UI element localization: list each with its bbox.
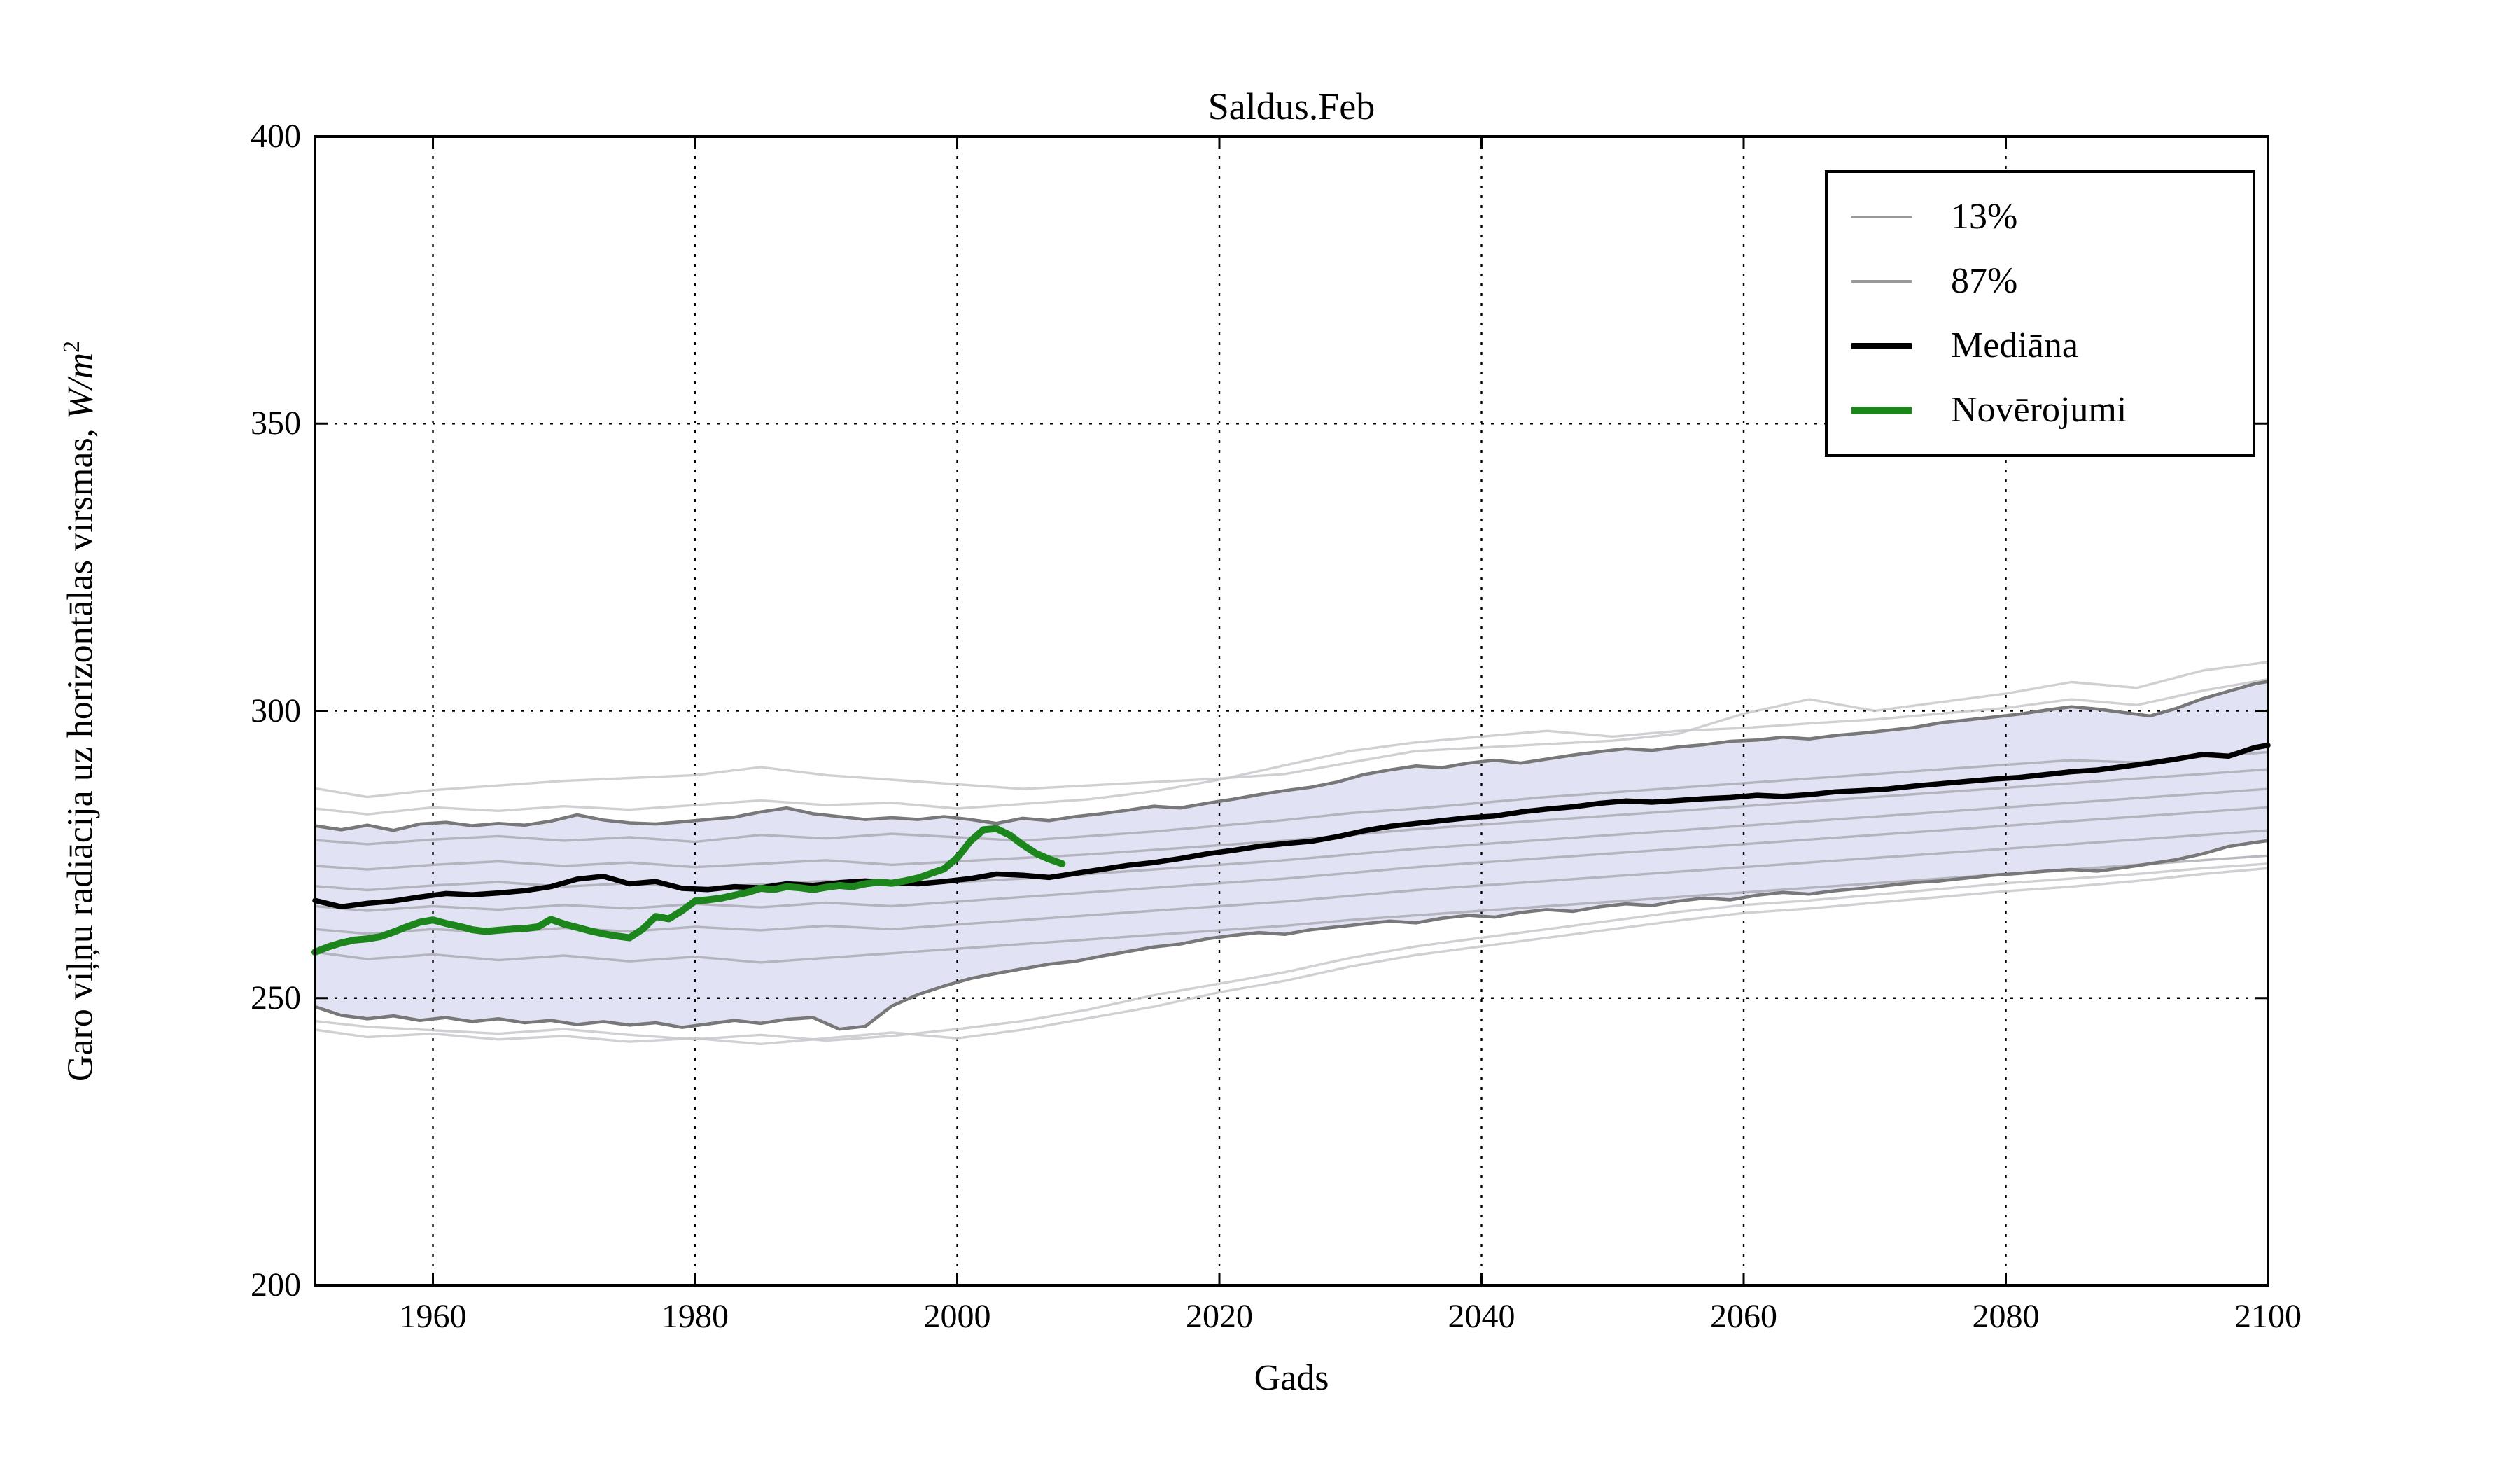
ensemble-run-line (314, 806, 2269, 912)
y-tick-label: 400 (251, 118, 301, 155)
legend-line-13-percent (1851, 216, 1912, 218)
ensemble-run-line (314, 768, 2269, 871)
x-tick-label: 1980 (662, 1298, 729, 1335)
x-tick-label: 2100 (2234, 1298, 2302, 1335)
percentile-band-area (315, 681, 2268, 1030)
ensemble-run-line (314, 862, 2269, 1042)
ensemble-run-line (314, 829, 2269, 935)
percentile-13-line (314, 839, 2269, 1031)
legend-label: Mediāna (1951, 326, 2078, 365)
y-axis-label-text: Garo viļņu radiācija uz horizontālas vir… (60, 419, 101, 1082)
x-tick-label: 2040 (1448, 1298, 1516, 1335)
x-tick-label: 2080 (1972, 1298, 2040, 1335)
x-tick-label: 2000 (923, 1298, 991, 1335)
legend-line-87-percent (1851, 280, 1912, 283)
y-tick-label: 300 (251, 692, 301, 729)
legend-label: 13% (1951, 197, 2018, 237)
y-tick-label: 200 (251, 1266, 301, 1303)
y-axis-unit-exponent: 2 (59, 340, 85, 353)
percentile-87-line (314, 680, 2269, 832)
legend-item-median: Mediāna (1828, 326, 2253, 366)
ensemble-run-line (314, 854, 2269, 964)
y-tick-label: 250 (251, 979, 301, 1016)
legend-item-observations: Novērojumi (1828, 390, 2253, 430)
y-tick-label: 350 (251, 405, 301, 442)
legend-line-median (1851, 342, 1912, 349)
x-axis-label: Gads (1254, 1358, 1329, 1398)
legend-item-13-percent: 13% (1828, 197, 2253, 237)
ensemble-run-line (314, 678, 2269, 816)
legend-label: Novērojumi (1951, 390, 2127, 430)
y-axis-label: Garo viļņu radiācija uz horizontālas vir… (52, 81, 100, 1341)
ensemble-run-line (314, 750, 2269, 846)
ensemble-run-line (314, 661, 2269, 799)
median-line (312, 742, 2271, 910)
legend-label: 87% (1951, 261, 2018, 301)
x-tick-label: 1960 (399, 1298, 467, 1335)
y-axis-unit: W/m (60, 352, 101, 420)
observations-line (312, 825, 1066, 956)
x-tick-label: 2020 (1186, 1298, 1253, 1335)
ensemble-run-line (314, 867, 2269, 1046)
legend-item-87-percent: 87% (1828, 261, 2253, 302)
legend-box: 13% 87% Mediāna Novērojumi (1825, 170, 2255, 457)
legend-line-observations (1851, 406, 1912, 414)
x-tick-label: 2060 (1710, 1298, 1777, 1335)
chart-title: Saldus.Feb (1208, 85, 1376, 127)
